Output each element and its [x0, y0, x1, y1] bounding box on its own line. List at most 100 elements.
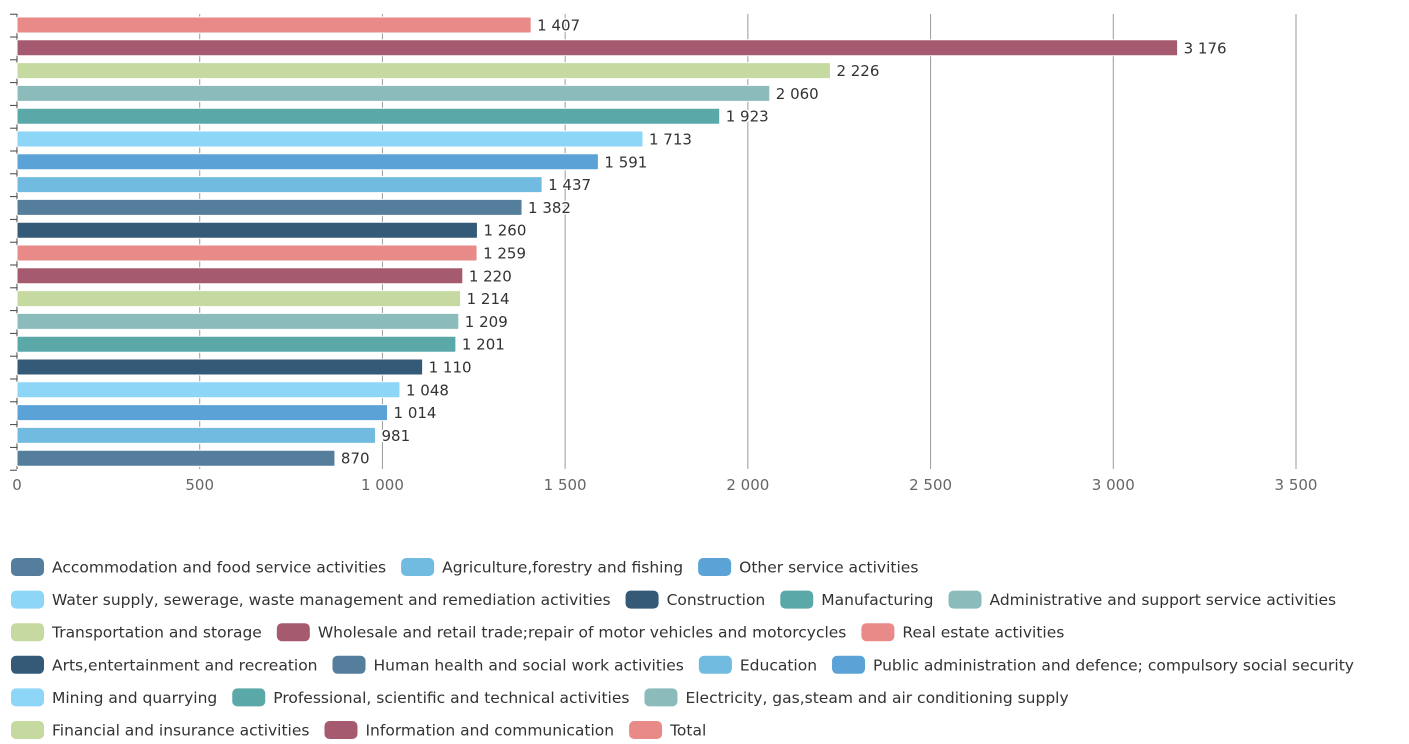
legend-item: Agriculture,forestry and fishing [401, 558, 683, 577]
bar [16, 335, 457, 353]
x-tick-label: 2 500 [909, 476, 952, 494]
data-label: 1 214 [467, 290, 510, 308]
legend-item: Human health and social work activities [332, 655, 684, 674]
legend-label: Agriculture,forestry and fishing [442, 559, 683, 577]
bar [16, 16, 532, 34]
data-label: 3 176 [1184, 39, 1227, 57]
legend-item: Construction [625, 590, 766, 609]
legend-swatch [11, 655, 44, 674]
legend-swatch [644, 688, 678, 707]
legend-swatch [332, 655, 366, 674]
x-tick-label: 2 000 [726, 476, 769, 494]
bar [16, 244, 478, 262]
bar [16, 426, 376, 444]
legend-label: Transportation and storage [51, 624, 262, 642]
legend-item: Administrative and support service activ… [948, 590, 1337, 609]
legend-label: Electricity, gas,steam and air condition… [685, 689, 1068, 707]
legend-item: Professional, scientific and technical a… [232, 688, 629, 707]
bar [16, 153, 599, 171]
legend-item: Arts,entertainment and recreation [11, 655, 318, 674]
legend-item: Real estate activities [861, 623, 1064, 642]
legend-item: Mining and quarrying [11, 688, 217, 707]
legend-swatch [629, 721, 663, 739]
legend-label: Total [669, 722, 706, 740]
legend-label: Water supply, sewerage, waste management… [52, 591, 611, 609]
data-label: 2 060 [776, 85, 819, 103]
data-label: 1 260 [483, 222, 526, 240]
bar [16, 176, 543, 194]
legend-item: Other service activities [698, 558, 918, 577]
legend-item: Water supply, sewerage, waste management… [11, 590, 611, 609]
x-tick-label: 3 500 [1275, 476, 1318, 494]
legend-label: Public administration and defence; compu… [873, 656, 1354, 674]
data-label: 1 220 [469, 267, 512, 285]
data-label: 2 226 [836, 62, 879, 80]
legend-swatch [232, 688, 266, 707]
bar [16, 39, 1179, 57]
data-label: 1 201 [462, 336, 505, 354]
data-label: 1 591 [604, 153, 647, 171]
bar [16, 381, 401, 399]
bar [16, 404, 389, 422]
legend-swatch [698, 558, 732, 576]
legend-swatch [625, 590, 659, 609]
bar [16, 449, 336, 467]
data-label: 1 407 [537, 17, 580, 35]
data-label: 1 110 [429, 359, 472, 377]
data-label: 1 259 [483, 245, 526, 263]
x-tick-label: 1 500 [544, 476, 587, 494]
legend-swatch [698, 655, 732, 674]
x-tick-label: 0 [12, 476, 22, 494]
legend-label: Accommodation and food service activitie… [52, 559, 386, 577]
legend-item: Transportation and storage [11, 623, 262, 642]
data-label: 1 209 [465, 313, 508, 331]
x-tick-label: 3 000 [1092, 476, 1135, 494]
legend-swatch [780, 590, 814, 609]
bars [16, 16, 1179, 467]
legend-label: Construction [667, 591, 766, 609]
legend-swatch [832, 655, 866, 674]
x-tick-label: 500 [185, 476, 214, 494]
legend-label: Arts,entertainment and recreation [52, 656, 318, 674]
data-label: 1 923 [726, 108, 769, 126]
legend-label: Administrative and support service activ… [990, 591, 1337, 609]
legend-label: Professional, scientific and technical a… [273, 689, 629, 707]
bar [16, 84, 771, 102]
bar [16, 358, 424, 376]
legend-item: Manufacturing [780, 590, 934, 609]
bar [16, 107, 721, 125]
bar [16, 267, 464, 285]
legend-swatch [276, 623, 310, 642]
legend-item: Public administration and defence; compu… [832, 655, 1354, 674]
legend-label: Mining and quarrying [52, 689, 217, 707]
legend-item: Total [629, 721, 706, 740]
bar [16, 198, 523, 216]
legend-label: Manufacturing [821, 591, 933, 609]
legend-label: Education [740, 656, 817, 674]
x-tick-label: 1 000 [361, 476, 404, 494]
legend-label: Human health and social work activities [374, 656, 684, 674]
legend-swatch [324, 721, 358, 739]
legend-item: Accommodation and food service activitie… [11, 558, 386, 577]
bar [16, 221, 478, 239]
legend-label: Wholesale and retail trade;repair of mot… [318, 624, 847, 642]
legend-swatch [948, 590, 982, 609]
bar [16, 62, 831, 80]
data-label: 870 [341, 450, 370, 468]
legend-swatch [11, 623, 44, 642]
data-label: 1 437 [548, 176, 591, 194]
bar [16, 312, 460, 330]
legend-item: Education [698, 655, 817, 674]
legend-item: Electricity, gas,steam and air condition… [644, 688, 1069, 707]
legend: Accommodation and food service activitie… [11, 558, 1354, 740]
axes: 0 500 1 000 1 500 2 000 2 500 3 000 3 500 [10, 13, 1318, 494]
data-label: 1 713 [649, 131, 692, 149]
legend-label: Information and communication [365, 722, 614, 740]
data-label: 1 014 [394, 404, 437, 422]
data-label: 981 [381, 427, 410, 445]
data-label: 1 382 [528, 199, 571, 217]
legend-swatch [401, 558, 435, 576]
grid-lines [199, 14, 1297, 469]
legend-swatch [11, 590, 44, 609]
